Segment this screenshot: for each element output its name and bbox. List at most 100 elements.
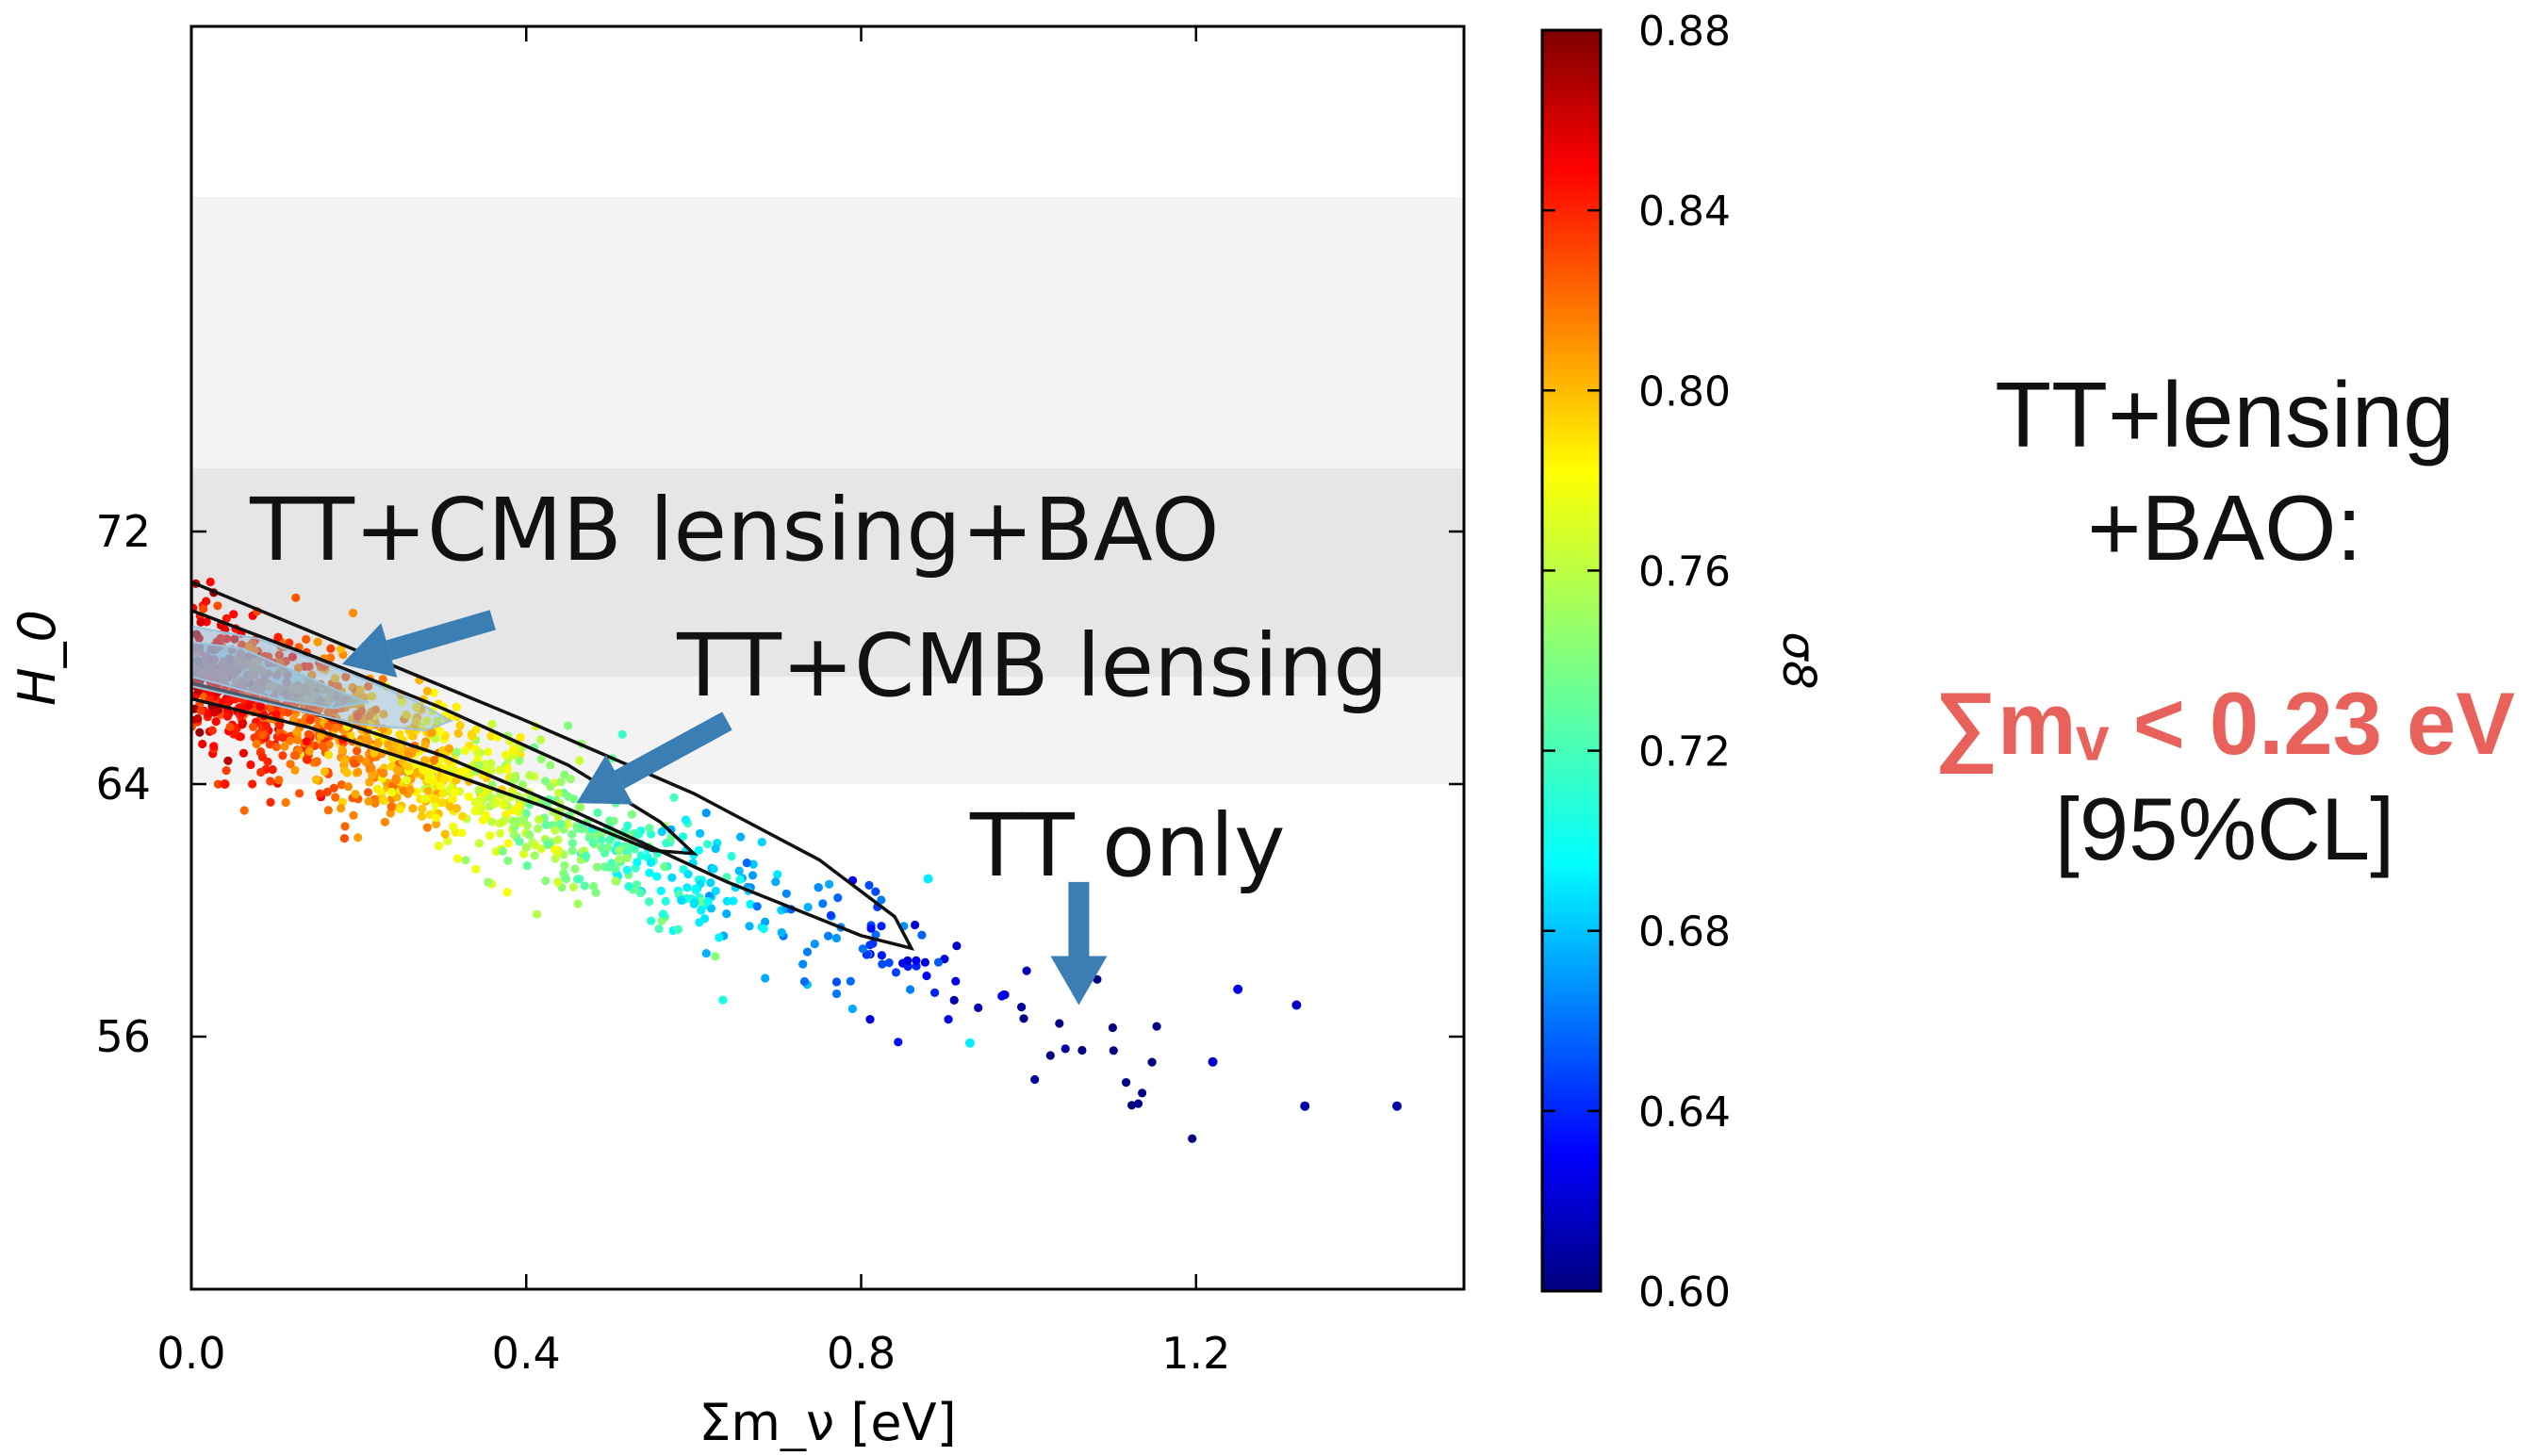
scatter-point <box>453 728 463 738</box>
scatter-point <box>249 722 258 731</box>
scatter-point <box>952 941 962 951</box>
scatter-point <box>541 876 551 886</box>
scatter-point <box>598 843 607 853</box>
scatter-point <box>1300 1101 1310 1111</box>
scatter-point <box>877 922 886 931</box>
scatter-point <box>236 732 245 742</box>
scatter-point <box>814 883 823 892</box>
scatter-point <box>824 931 833 941</box>
scatter-point <box>271 742 281 752</box>
annotation-arrow-head <box>576 754 633 805</box>
scatter-point <box>1233 984 1243 994</box>
y-axis-label: H_0 <box>8 610 67 706</box>
scatter-point <box>420 741 430 750</box>
scatter-point <box>894 1038 903 1047</box>
scatter-point <box>265 740 274 749</box>
scatter-point <box>695 918 704 927</box>
scatter-point <box>484 747 493 757</box>
scatter-point <box>502 762 512 772</box>
scatter-point <box>846 976 855 986</box>
scatter-point <box>323 750 334 760</box>
scatter-point <box>318 742 328 751</box>
scatter-point <box>1152 1022 1161 1031</box>
scatter-point <box>209 742 219 751</box>
scatter-point <box>611 876 620 886</box>
scatter-point <box>449 822 458 831</box>
scatter-point <box>475 795 485 805</box>
scatter-point <box>847 1004 858 1014</box>
side-title-line2: +BAO: <box>2087 476 2362 580</box>
scatter-point <box>379 768 388 778</box>
scatter-point <box>353 767 363 777</box>
tt-cmb-lensing-bao-contour-1 <box>191 641 371 710</box>
scatter-point <box>501 750 511 760</box>
scatter-point <box>315 789 324 798</box>
scatter-point <box>525 830 534 840</box>
scatter-point <box>543 840 553 849</box>
scatter-point <box>1127 1101 1137 1110</box>
scatter-point <box>691 884 701 893</box>
scatter-point <box>660 862 669 872</box>
scatter-point <box>461 856 470 865</box>
scatter-point <box>487 719 497 729</box>
scatter-point <box>293 663 304 673</box>
scatter-point <box>911 920 920 930</box>
scatter-point <box>567 839 578 848</box>
scatter-point <box>515 801 524 810</box>
scatter-point <box>757 838 766 847</box>
scatter-point <box>422 716 432 726</box>
scatter-point <box>645 897 654 907</box>
colorbar-tick-label: 0.68 <box>1638 908 1731 957</box>
scatter-point <box>761 973 770 983</box>
scatter-point <box>278 732 288 743</box>
scatter-point <box>422 686 432 695</box>
scatter-point <box>833 893 843 903</box>
scatter-point <box>736 832 746 842</box>
scatter-point <box>223 756 233 765</box>
scatter-point <box>395 805 405 814</box>
scatter-point <box>1022 966 1031 975</box>
scatter-point <box>295 789 304 798</box>
scatter-point <box>923 874 933 884</box>
scatter-point <box>678 832 688 842</box>
scatter-point <box>582 851 591 861</box>
scatter-point <box>831 933 842 943</box>
scatter-point <box>944 1015 953 1024</box>
colorbar-tick-label: 0.64 <box>1638 1088 1731 1137</box>
scatter-point <box>735 875 745 884</box>
scatter-point <box>452 702 461 712</box>
scatter-point <box>373 739 383 748</box>
scatter-point <box>495 819 504 828</box>
scatter-point <box>503 839 513 848</box>
scatter-point <box>304 662 314 672</box>
scatter-point <box>661 896 670 907</box>
scatter-point <box>485 793 495 803</box>
scatter-point <box>553 835 563 844</box>
scatter-point <box>560 770 569 779</box>
tt-cmb-lensing-contour <box>191 608 699 856</box>
scatter-point <box>1122 1078 1131 1088</box>
scatter-point <box>292 735 302 744</box>
scatter-point <box>577 825 586 834</box>
scatter-point <box>326 644 336 653</box>
scatter-point <box>248 779 257 789</box>
scatter-point <box>196 706 206 715</box>
scatter-point <box>457 828 467 838</box>
plot-border <box>189 25 1466 1291</box>
scatter-point <box>458 811 468 821</box>
scatter-point <box>567 846 577 856</box>
scatter-point <box>452 804 462 813</box>
scatter-point <box>199 604 208 613</box>
scatter-point <box>330 674 340 683</box>
scatter-point <box>191 630 201 639</box>
scatter-point <box>348 608 358 618</box>
scatter-point <box>964 1038 975 1048</box>
scatter-point <box>1109 1046 1118 1055</box>
scatter-point <box>604 862 614 873</box>
scatter-point <box>229 610 238 619</box>
scatter-point <box>580 881 589 891</box>
scatter-point <box>615 855 624 864</box>
scatter-point <box>191 715 198 725</box>
scatter-point <box>777 927 786 938</box>
scatter-point <box>320 767 330 777</box>
